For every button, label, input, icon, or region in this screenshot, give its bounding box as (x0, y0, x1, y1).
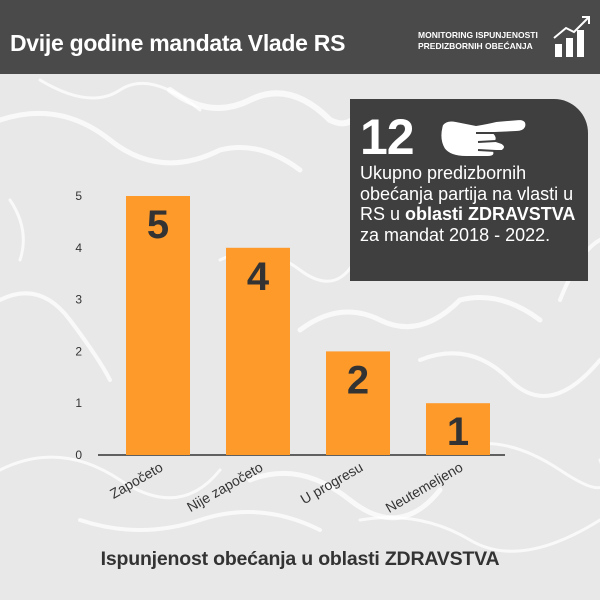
brand-line-1: MONITORING ISPUNJENOSTI (418, 30, 538, 40)
y-tick-label: 3 (75, 293, 82, 307)
bar (226, 247, 290, 455)
x-category-label: Neutemeljeno (383, 459, 466, 516)
promise-count: 12 (360, 109, 415, 165)
info-text-bold: oblasti ZDRAVSTVA (405, 204, 576, 224)
info-text-part-1: Ukupno predizbornih obećanja partija na … (360, 163, 574, 224)
pointing-hand-icon (439, 117, 528, 158)
bar-data-label: 4 (247, 255, 270, 299)
y-tick-label: 5 (75, 189, 82, 203)
info-box: 12 Ukupno predizbornih obećanja partija … (350, 99, 588, 281)
info-text-part-2: za mandat 2018 - 2022. (360, 224, 551, 245)
y-tick-label: 1 (75, 396, 82, 410)
bar-data-label: 2 (347, 358, 369, 402)
y-tick-label: 2 (75, 344, 82, 358)
info-text: Ukupno predizbornih obećanja partija na … (360, 163, 582, 245)
header-bar: Dvije godine mandata Vlade RS MONITORING… (0, 0, 600, 74)
x-category-label: U progresu (298, 459, 366, 507)
y-tick-label: 0 (75, 448, 82, 462)
bar (126, 196, 190, 455)
bar-chart-arrow-icon (553, 16, 590, 57)
bar-data-label: 1 (447, 410, 469, 454)
bar (326, 351, 390, 455)
brand-line-2: PREDIZBORNIH OBEĆANJA (418, 41, 533, 51)
y-tick-label: 4 (75, 241, 82, 255)
page-title: Dvije godine mandata Vlade RS (10, 30, 346, 56)
bar (426, 403, 490, 455)
chart-caption: Ispunjenost obećanja u oblasti ZDRAVSTVA (100, 548, 500, 570)
x-category-label: Započeto (107, 459, 166, 502)
bar-data-label: 5 (147, 203, 169, 247)
x-category-label: Nije započeto (184, 459, 266, 515)
brand-text: MONITORING ISPUNJENOSTI PREDIZBORNIH OBE… (418, 30, 566, 52)
